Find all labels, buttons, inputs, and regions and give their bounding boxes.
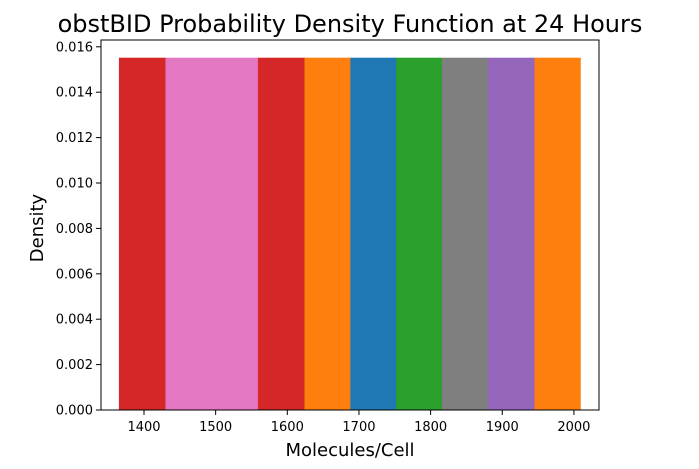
x-tick-label-2: 1600	[271, 420, 304, 435]
y-tick-label-8: 0.016	[56, 40, 93, 55]
y-tick-label-2: 0.004	[56, 313, 93, 328]
bar-3	[304, 57, 351, 411]
y-tick-label-5: 0.010	[56, 177, 93, 192]
y-tick-label-0: 0.000	[56, 404, 93, 419]
y-tick-label-4: 0.008	[56, 222, 93, 237]
bars-group	[118, 57, 581, 411]
x-tick-label-1: 1500	[199, 420, 232, 435]
x-axis-label: Molecules/Cell	[285, 440, 414, 461]
bar-2	[257, 57, 305, 411]
plot-frame	[100, 39, 600, 411]
y-tick-label-6: 0.012	[56, 131, 93, 146]
y-axis-label: Density	[27, 193, 48, 262]
chart-title: obstBID Probability Density Function at …	[58, 10, 643, 38]
bar-6	[442, 57, 489, 411]
y-tick-label-7: 0.014	[56, 86, 93, 101]
x-tick-label-4: 1800	[414, 420, 447, 435]
axes: 1400 1500 1600 1700 1800 1900 2000 0.000 0.002 0.…	[56, 39, 600, 435]
x-tick-label-0: 1400	[127, 420, 160, 435]
bar-5	[396, 57, 443, 411]
bar-1	[165, 57, 259, 411]
y-tick-label-1: 0.002	[56, 358, 93, 373]
y-tick-label-3: 0.006	[56, 267, 93, 282]
bar-4	[350, 57, 397, 411]
x-tick-label-5: 1900	[486, 420, 519, 435]
bar-0	[118, 57, 166, 411]
x-tick-label-6: 2000	[557, 420, 590, 435]
bar-8	[534, 57, 581, 411]
bar-7	[487, 57, 535, 411]
x-tick-label-3: 1700	[342, 420, 375, 435]
